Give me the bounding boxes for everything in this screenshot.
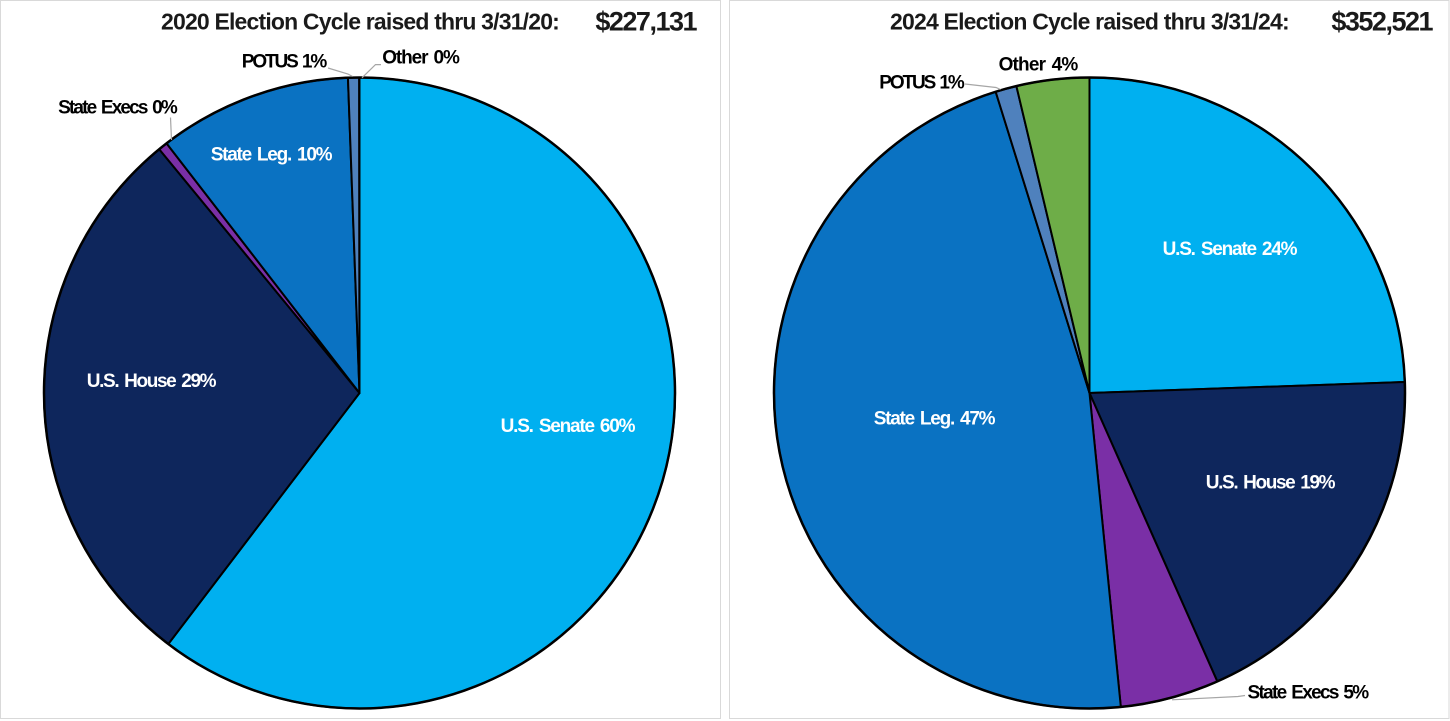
svg-text:Other 0%: Other 0% xyxy=(382,47,460,68)
svg-text:State Leg. 47%: State Leg. 47% xyxy=(874,409,996,430)
svg-text:POTUS 1%: POTUS 1% xyxy=(879,73,965,94)
svg-text:Other 4%: Other 4% xyxy=(999,55,1079,76)
svg-text:State Leg. 10%: State Leg. 10% xyxy=(211,145,333,166)
svg-text:$352,521: $352,521 xyxy=(1331,7,1433,37)
svg-text:U.S. Senate 60%: U.S. Senate 60% xyxy=(501,416,636,437)
svg-text:U.S. House 19%: U.S. House 19% xyxy=(1206,473,1336,494)
svg-text:State Execs 5%: State Execs 5% xyxy=(1247,683,1369,704)
svg-text:2024 Election Cycle raised thr: 2024 Election Cycle raised thru 3/31/24: xyxy=(890,9,1289,35)
svg-text:U.S. House 29%: U.S. House 29% xyxy=(87,371,217,392)
svg-text:$227,131: $227,131 xyxy=(595,7,697,37)
svg-text:State Execs 0%: State Execs 0% xyxy=(58,98,178,119)
svg-text:2020 Election Cycle raised thr: 2020 Election Cycle raised thru 3/31/20: xyxy=(161,9,559,35)
svg-text:POTUS 1%: POTUS 1% xyxy=(242,51,328,72)
svg-text:U.S. Senate 24%: U.S. Senate 24% xyxy=(1163,239,1298,260)
